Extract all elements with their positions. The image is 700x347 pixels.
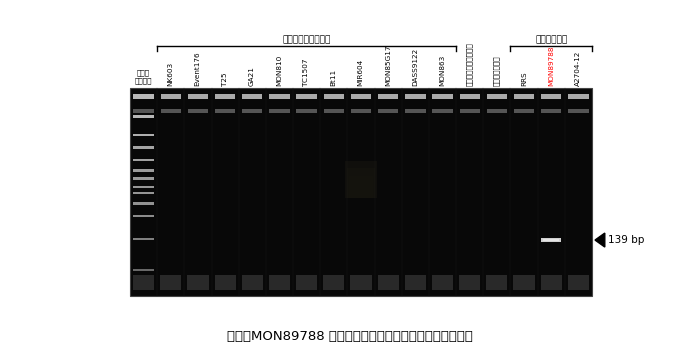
Text: 139 bp: 139 bp	[608, 235, 644, 245]
Bar	[351, 94, 371, 100]
Text: A2704-12: A2704-12	[575, 51, 581, 86]
Bar	[215, 94, 235, 100]
Bar	[378, 109, 398, 112]
Bar	[133, 275, 154, 290]
Text: GA21: GA21	[249, 66, 255, 86]
Bar	[133, 238, 155, 240]
Bar	[514, 275, 535, 290]
Text: TC1507: TC1507	[303, 59, 309, 86]
Bar	[133, 169, 155, 172]
Bar	[241, 275, 263, 290]
Bar	[323, 94, 344, 100]
Bar	[541, 109, 561, 112]
Bar	[486, 109, 507, 112]
Bar	[133, 134, 155, 136]
Bar	[351, 109, 371, 112]
Bar	[133, 159, 155, 161]
Bar	[296, 275, 317, 290]
Bar	[568, 94, 589, 100]
Bar	[130, 88, 592, 296]
Bar	[188, 109, 208, 112]
Bar	[215, 109, 235, 112]
Text: NK603: NK603	[167, 62, 174, 86]
Bar	[568, 109, 589, 112]
Bar	[270, 109, 290, 112]
Bar	[134, 109, 154, 112]
Bar	[486, 275, 507, 290]
Bar	[160, 275, 181, 290]
Bar	[133, 215, 155, 217]
Bar	[160, 109, 181, 112]
Bar	[486, 94, 507, 100]
Text: MON863: MON863	[439, 55, 445, 86]
Bar	[514, 94, 534, 100]
Bar	[351, 275, 372, 290]
Bar	[214, 275, 236, 290]
Bar	[405, 109, 426, 112]
Text: MIR604: MIR604	[358, 59, 364, 86]
Bar	[377, 275, 399, 290]
Bar	[269, 275, 290, 290]
Bar	[459, 94, 480, 100]
Bar	[405, 94, 426, 100]
Bar	[297, 109, 317, 112]
Bar	[344, 161, 377, 198]
Bar	[133, 192, 155, 195]
Bar	[133, 202, 155, 205]
Polygon shape	[595, 233, 605, 247]
Text: MON810: MON810	[276, 55, 282, 86]
Bar	[514, 109, 534, 112]
Bar	[378, 94, 398, 100]
Text: 非組換えダイズ: 非組換えダイズ	[493, 56, 500, 86]
Bar	[541, 94, 561, 100]
Text: MON85G17: MON85G17	[385, 44, 391, 86]
Bar	[188, 94, 208, 100]
Bar	[433, 109, 453, 112]
Bar	[540, 275, 562, 290]
Bar	[297, 94, 317, 100]
Bar	[543, 239, 559, 241]
Bar	[349, 176, 373, 198]
Text: 分子量
マーカー: 分子量 マーカー	[135, 70, 153, 84]
Bar	[459, 109, 480, 112]
Text: 図２．MON89788 検知法におけるプライマーの特異性確認: 図２．MON89788 検知法におけるプライマーの特異性確認	[227, 330, 473, 344]
Bar	[433, 94, 453, 100]
Text: 非組換えトウモロコシ: 非組換えトウモロコシ	[466, 42, 472, 86]
Bar	[323, 275, 344, 290]
Text: 組換えダイズ: 組換えダイズ	[535, 35, 568, 44]
Bar	[346, 168, 375, 198]
Bar	[323, 109, 344, 112]
Text: DASS9122: DASS9122	[412, 48, 418, 86]
Text: T25: T25	[222, 73, 228, 86]
Bar	[242, 109, 262, 112]
Text: RRS: RRS	[521, 71, 527, 86]
Bar	[134, 94, 154, 100]
Bar	[188, 275, 209, 290]
Bar	[432, 275, 453, 290]
Bar	[270, 94, 290, 100]
Bar	[160, 94, 181, 100]
Bar	[133, 146, 155, 149]
Text: Event176: Event176	[195, 51, 201, 86]
Bar	[133, 177, 155, 180]
Bar	[133, 115, 155, 118]
Bar	[242, 94, 262, 100]
Bar	[568, 275, 589, 290]
Bar	[133, 269, 155, 271]
Bar	[133, 186, 155, 188]
Text: Bt11: Bt11	[330, 69, 337, 86]
Bar	[405, 275, 426, 290]
Bar	[459, 275, 480, 290]
Text: MON89788: MON89788	[548, 45, 554, 86]
Text: 組換えトウモロコシ: 組換えトウモロコシ	[283, 35, 331, 44]
Bar	[541, 238, 561, 242]
